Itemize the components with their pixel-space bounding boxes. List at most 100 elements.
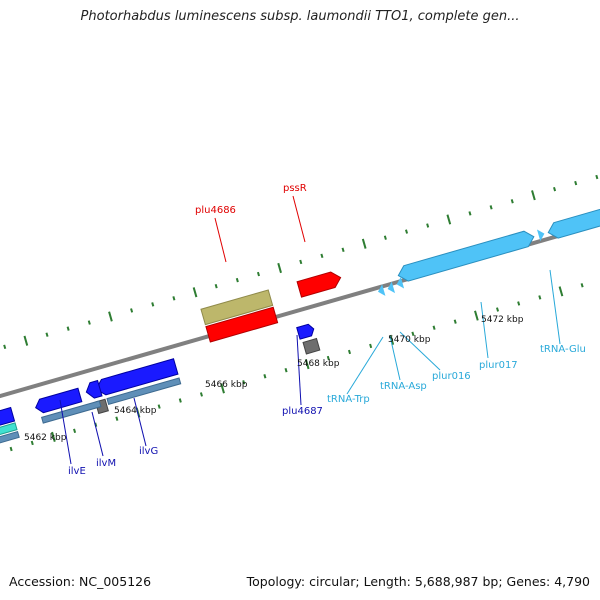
gene-left-cyan[interactable] bbox=[0, 422, 18, 440]
label-ilvM[interactable]: ilvM bbox=[96, 458, 116, 469]
gene-trna-asp-mark[interactable] bbox=[386, 281, 396, 295]
tick-mark bbox=[178, 398, 182, 403]
tick-mark bbox=[23, 335, 29, 346]
accession-text: Accession: NC_005126 bbox=[9, 574, 152, 589]
scale-label-5470: 5470 kbp bbox=[388, 335, 431, 345]
tick-mark bbox=[277, 262, 282, 274]
gene-lightblue-right[interactable] bbox=[546, 196, 600, 240]
tick-mark bbox=[538, 295, 542, 300]
tick-mark bbox=[496, 307, 500, 312]
tick-mark bbox=[347, 349, 352, 355]
tick-mark bbox=[553, 186, 557, 192]
tick-mark bbox=[30, 440, 34, 446]
tick-mark bbox=[510, 199, 514, 204]
label-plur017[interactable]: plur017 bbox=[479, 360, 518, 371]
tick-mark bbox=[432, 325, 436, 330]
gene-left-steel[interactable] bbox=[0, 430, 20, 448]
tick-mark bbox=[73, 428, 77, 434]
gene-trna-glu-mark[interactable] bbox=[537, 228, 546, 242]
tick-mark bbox=[574, 180, 578, 186]
tick-mark bbox=[320, 253, 324, 259]
label-plu4687[interactable]: plu4687 bbox=[282, 406, 323, 417]
tick-mark bbox=[45, 332, 49, 337]
map-title: Photorhabdus luminescens subsp. laumondi… bbox=[80, 9, 520, 24]
tick-mark bbox=[411, 331, 415, 336]
label-trna-glu[interactable]: tRNA-Glu bbox=[540, 344, 586, 355]
tick-mark bbox=[369, 343, 373, 349]
tick-mark bbox=[299, 259, 303, 265]
tick-mark bbox=[389, 334, 395, 345]
tick-mark bbox=[87, 320, 91, 325]
tick-mark bbox=[326, 355, 330, 361]
tick-mark bbox=[474, 310, 479, 321]
tick-mark bbox=[220, 383, 225, 394]
tick-mark bbox=[304, 359, 310, 370]
gene-lightblue-large[interactable] bbox=[396, 229, 536, 283]
gene-ilvE[interactable] bbox=[34, 387, 83, 414]
outer-tick-row bbox=[3, 174, 599, 350]
gene-ilvE-strip[interactable] bbox=[40, 400, 102, 424]
tick-mark bbox=[9, 446, 13, 452]
tick-mark bbox=[595, 174, 599, 180]
scale-label-5466: 5466 kbp bbox=[205, 380, 248, 390]
tick-mark bbox=[405, 229, 409, 234]
label-ilvG[interactable]: ilvG bbox=[139, 446, 158, 457]
tick-mark bbox=[108, 311, 113, 322]
gene-plu4687-blue[interactable] bbox=[296, 323, 316, 340]
tick-mark bbox=[242, 380, 246, 385]
tick-mark bbox=[383, 235, 387, 240]
tick-mark bbox=[453, 319, 457, 324]
tick-mark bbox=[284, 367, 288, 373]
tick-mark bbox=[468, 211, 472, 216]
genome-summary-text: Topology: circular; Length: 5,688,987 bp… bbox=[246, 574, 590, 589]
gene-plur016-mark[interactable] bbox=[395, 276, 405, 290]
label-plu4686[interactable]: plu4686 bbox=[195, 205, 236, 216]
gene-plu4687-gray[interactable] bbox=[302, 337, 321, 355]
scale-label-5472: 5472 kbp bbox=[481, 315, 524, 325]
label-ilvE[interactable]: ilvE bbox=[68, 466, 86, 477]
genome-backbone bbox=[0, 208, 600, 412]
scale-label-5468: 5468 kbp bbox=[297, 359, 340, 369]
tick-mark bbox=[558, 286, 564, 297]
tick-mark bbox=[130, 308, 134, 313]
tick-mark bbox=[361, 238, 367, 249]
tick-mark bbox=[51, 431, 56, 442]
tick-mark bbox=[157, 404, 161, 409]
label-trna-asp[interactable]: tRNA-Asp bbox=[380, 381, 427, 392]
tick-mark bbox=[3, 344, 7, 350]
tick-mark bbox=[580, 283, 584, 288]
gene-plu4686-red[interactable] bbox=[205, 306, 279, 343]
gene-ilvM[interactable] bbox=[84, 379, 103, 400]
tick-mark bbox=[199, 392, 203, 397]
scale-labels: 5462 kbp 5464 kbp 5466 kbp 5468 kbp 5470… bbox=[24, 315, 524, 443]
tick-mark bbox=[235, 277, 239, 283]
tick-mark bbox=[214, 283, 218, 289]
label-pssR[interactable]: pssR bbox=[283, 183, 307, 194]
scale-label-5462: 5462 kbp bbox=[24, 433, 67, 443]
tick-mark bbox=[531, 190, 536, 201]
label-plur016[interactable]: plur016 bbox=[432, 371, 471, 382]
tick-mark bbox=[341, 247, 345, 252]
tick-mark bbox=[192, 287, 198, 298]
gene-pssR[interactable] bbox=[296, 270, 343, 298]
tick-mark bbox=[256, 271, 260, 277]
tick-mark bbox=[115, 416, 119, 421]
gene-trna-trp-mark[interactable] bbox=[376, 284, 386, 297]
tick-mark bbox=[263, 374, 267, 379]
tick-mark bbox=[426, 223, 430, 228]
gene-ilvG-strip[interactable] bbox=[106, 377, 182, 406]
tick-mark bbox=[151, 302, 155, 307]
tick-mark bbox=[517, 301, 521, 306]
gene-labels: plu4686 pssR plu4687 ilvE ilvM ilvG tRNA… bbox=[68, 183, 586, 477]
gene-left-blue[interactable] bbox=[0, 406, 16, 432]
tick-mark bbox=[489, 205, 493, 210]
tick-mark bbox=[446, 214, 452, 225]
leader-lines bbox=[59, 195, 561, 465]
label-trna-trp[interactable]: tRNA-Trp bbox=[327, 394, 370, 405]
gene-plu4686-khaki[interactable] bbox=[200, 289, 274, 326]
scale-label-5464: 5464 kbp bbox=[114, 406, 157, 416]
tick-mark bbox=[172, 296, 176, 301]
tick-mark bbox=[66, 326, 70, 331]
